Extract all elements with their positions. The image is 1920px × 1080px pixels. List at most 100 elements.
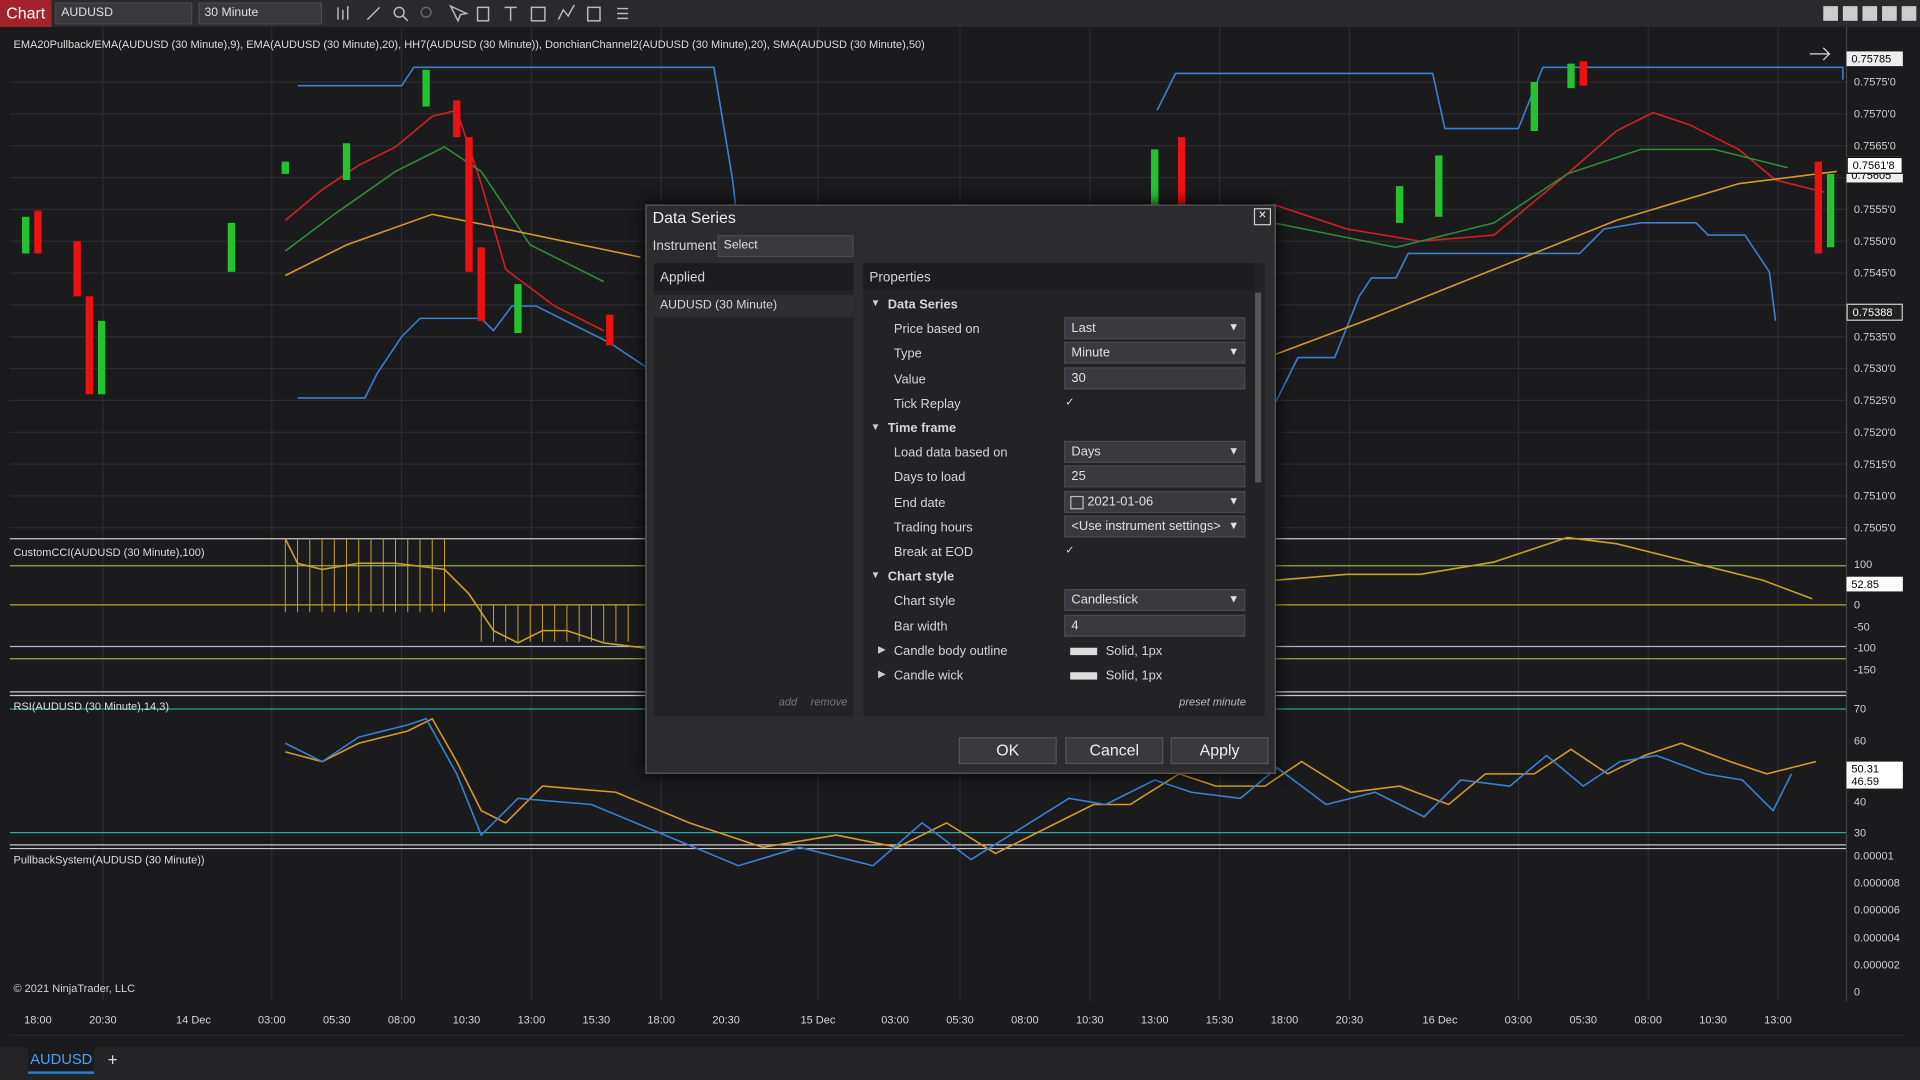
icons [337, 4, 629, 23]
dropdown-arrow: ▼ [1228, 345, 1240, 359]
applied-item[interactable]: AUDUSD (30 Minute) [653, 295, 854, 318]
dialog-button[interactable]: OK [958, 737, 1057, 765]
time-label: 08:00 [387, 1013, 416, 1027]
axis-label: 0 [1853, 598, 1861, 612]
property-label: Candle body outline [893, 643, 1008, 659]
time-label: 15 Dec [800, 1013, 836, 1027]
properties-scrollbar[interactable] [1255, 292, 1262, 483]
axis-label: 0.7510'0 [1853, 489, 1896, 503]
time-label: 15:30 [582, 1013, 611, 1027]
dropdown-arrow: ▼ [1228, 494, 1240, 507]
axis-label: 0.7555'0 [1853, 203, 1896, 216]
axis-label: 0.7570'0 [1853, 107, 1896, 121]
price-badge: 0.75785 [1846, 51, 1903, 67]
panel-title: CustomCCI(AUDUSD (30 Minute),100) [13, 546, 205, 559]
line-swatch [1070, 672, 1098, 680]
property-value: Solid, 1px [1105, 643, 1163, 659]
property-field[interactable]: 4 [1064, 614, 1246, 637]
time-label: 05:30 [946, 1013, 974, 1027]
time-label: 18:00 [24, 1013, 52, 1027]
instrument-tab[interactable]: AUDUSD [28, 1046, 95, 1074]
property-label: Type [893, 347, 922, 362]
axis-label: -100 [1853, 641, 1876, 654]
time-label: 10:30 [452, 1013, 481, 1027]
time-label: 18:00 [647, 1013, 676, 1027]
property-dropdown[interactable]: ▼ <Use instrument settings> [1064, 515, 1246, 538]
calendar-icon [1070, 495, 1084, 509]
instrument-dropdown[interactable]: Select [717, 235, 854, 258]
expand-arrow: ▶ [877, 643, 886, 655]
axis-label: 0.7575'0 [1853, 75, 1896, 89]
property-label: Price based on [893, 322, 980, 337]
axis-label: 0.7550'0 [1853, 235, 1896, 248]
property-dropdown[interactable]: ▼ Days [1064, 441, 1246, 464]
property-value: 4 [1071, 617, 1079, 633]
add-tab[interactable]: + [107, 1049, 118, 1069]
property-field[interactable]: 30 [1064, 366, 1246, 389]
axis-label: 0 [1853, 985, 1861, 998]
dropdown-arrow: ▼ [1228, 321, 1240, 334]
price-badge: 0.7561'8 [1846, 156, 1903, 174]
dialog-button[interactable]: Cancel [1065, 737, 1164, 765]
close-button[interactable]: × [1253, 208, 1272, 226]
property-field[interactable]: 25 [1064, 465, 1246, 488]
property-dropdown[interactable]: ▼ Last [1064, 317, 1246, 340]
copyright: © 2021 NinjaTrader, LLC [13, 982, 136, 995]
scroll-arrow[interactable] [1809, 47, 1831, 61]
property-value: <Use instrument settings> [1071, 518, 1221, 534]
time-label: 16 Dec [1422, 1013, 1458, 1027]
time-label: 20:30 [1335, 1013, 1364, 1027]
toolbar-icons[interactable] [331, 4, 637, 24]
group-arrow: ▼ [870, 569, 881, 581]
axis-label: 60 [1853, 734, 1867, 747]
window-buttons[interactable] [1822, 5, 1918, 22]
interval-select[interactable]: 30 Minute [198, 2, 323, 25]
group-header[interactable]: Data Series [887, 297, 958, 313]
price-badge: 0.75388 [1846, 303, 1903, 321]
property-label: End date [893, 495, 946, 511]
dropdown-arrow: ▼ [1228, 593, 1240, 606]
axis-label: 0.000002 [1853, 958, 1900, 972]
property-dropdown[interactable]: ▼ 2021-01-06 [1064, 490, 1246, 513]
axis-label: 0.000004 [1853, 931, 1900, 945]
property-label: Tick Replay [893, 396, 961, 412]
properties-header-bg [863, 263, 1256, 291]
indicators [284, 66, 1844, 867]
dialog-button[interactable]: Apply [1170, 737, 1269, 765]
remove-button[interactable]: remove [810, 695, 848, 708]
checkbox[interactable]: ✓ [1065, 395, 1075, 408]
time-label: 10:30 [1699, 1013, 1727, 1027]
time-label: 05:30 [322, 1013, 351, 1027]
window-icons [1823, 6, 1917, 21]
checkbox[interactable]: ✓ [1065, 543, 1075, 556]
property-value: Days [1071, 444, 1101, 460]
property-dropdown[interactable]: ▼ Minute [1064, 342, 1246, 365]
dropdown-arrow: ▼ [1228, 518, 1240, 532]
property-value: 25 [1071, 469, 1086, 485]
scrollbar[interactable] [9, 1034, 1906, 1036]
axis-label: -150 [1853, 663, 1876, 676]
group-header[interactable]: Time frame [887, 421, 957, 436]
instrument-label: Instrument [652, 238, 717, 254]
add-button[interactable]: add [778, 695, 798, 708]
property-dropdown[interactable]: ▼ Candlestick [1064, 589, 1246, 612]
group-header[interactable]: Chart style [887, 569, 955, 585]
panel-title: EMA20Pullback/EMA(AUDUSD (30 Minute),9),… [13, 37, 925, 51]
candles [22, 61, 1835, 395]
price-badge: 52.85 [1846, 576, 1903, 592]
time-label: 03:00 [1504, 1013, 1533, 1027]
instrument-select[interactable]: AUDUSD [55, 2, 193, 25]
property-label: Value [893, 371, 926, 387]
axis-label: 0.7520'0 [1853, 426, 1896, 439]
panel-title: PullbackSystem(AUDUSD (30 Minute)) [13, 853, 205, 866]
app-label[interactable]: Chart [0, 0, 52, 27]
preset-label[interactable]: preset minute [1179, 695, 1246, 708]
time-label: 18:00 [1270, 1013, 1299, 1027]
group-arrow: ▼ [870, 421, 881, 433]
time-label: 14 Dec [176, 1013, 211, 1027]
applied-header: Applied [660, 270, 705, 286]
data-series-dialog: Data Series × Instrument Select Applied … [645, 204, 1276, 774]
time-label: 20:30 [89, 1013, 117, 1027]
